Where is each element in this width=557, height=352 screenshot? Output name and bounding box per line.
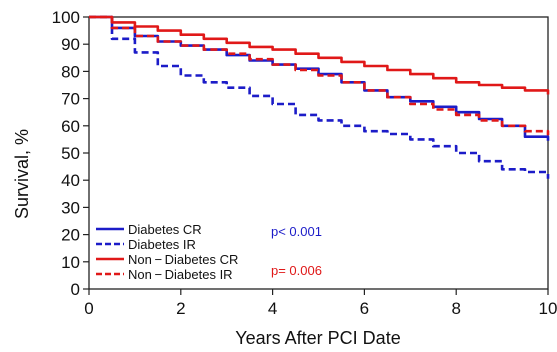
x-axis-title: Years After PCI Date [235, 328, 400, 348]
legend-label: Diabetes IR [128, 237, 196, 252]
y-tick-label: 30 [61, 198, 80, 217]
x-tick-label: 6 [360, 299, 369, 318]
y-tick-label: 90 [61, 35, 80, 54]
p-value-annotation: p< 0.001 [271, 224, 322, 239]
x-tick-label: 4 [268, 299, 277, 318]
y-tick-label: 60 [61, 117, 80, 136]
y-tick-label: 100 [52, 8, 80, 27]
y-axis: 0 10 20 30 40 50 60 70 80 90 100 [52, 8, 89, 299]
y-tick-label: 10 [61, 253, 80, 272]
y-tick-label: 0 [71, 280, 80, 299]
series-lines [89, 15, 550, 179]
x-tick-label: 10 [539, 299, 557, 318]
series-line-non-diabetes-cr [89, 15, 550, 95]
y-tick-label: 80 [61, 62, 80, 81]
x-axis: 0 2 4 6 8 10 [84, 289, 557, 318]
y-tick-label: 20 [61, 226, 80, 245]
y-axis-title: Survival, % [12, 129, 32, 219]
x-tick-label: 2 [176, 299, 185, 318]
annotations: p< 0.001 p= 0.006 [271, 224, 322, 278]
x-tick-label: 0 [84, 299, 93, 318]
y-tick-label: 40 [61, 171, 80, 190]
legend-label: Non − Diabetes IR [128, 267, 233, 282]
y-tick-label: 50 [61, 144, 80, 163]
series-line-non-diabetes-ir [89, 15, 550, 136]
legend-label: Non − Diabetes CR [128, 252, 238, 267]
y-tick-label: 70 [61, 90, 80, 109]
p-value-annotation: p= 0.006 [271, 263, 322, 278]
series-line-diabetes-cr [89, 15, 550, 141]
series-line-diabetes-ir [89, 15, 550, 179]
x-tick-label: 8 [451, 299, 460, 318]
legend-label: Diabetes CR [128, 222, 202, 237]
